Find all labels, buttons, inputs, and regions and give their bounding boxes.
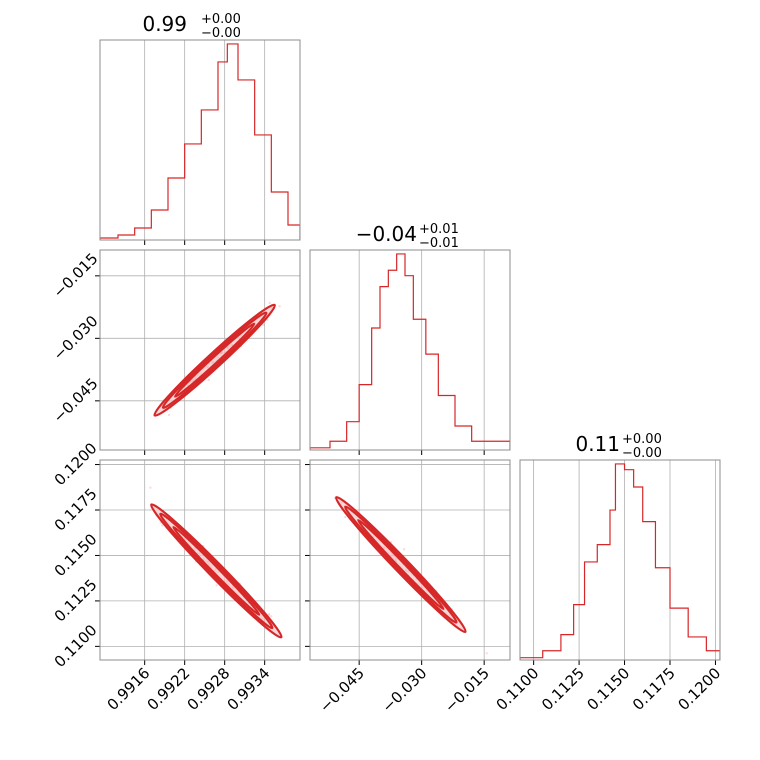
sample-point [207, 378, 210, 382]
panel-frame [309, 249, 511, 451]
density-contour [159, 512, 274, 630]
panel-frame [519, 459, 721, 661]
title-2-value: −0.04 [356, 222, 417, 246]
title-1-value: 0.99 [142, 12, 187, 36]
density-contour [357, 518, 445, 611]
panel-hist-param-3 [519, 459, 721, 665]
panel-hist-param-1 [99, 39, 301, 245]
sample-point [268, 612, 271, 616]
y2-tick-label: −0.030 [50, 312, 102, 364]
title-1-lower: −0.00 [201, 26, 241, 41]
sample-point [312, 270, 314, 272]
y3-tick-label: 0.1150 [51, 530, 101, 580]
title-param-3: 0.11 +0.00 −0.00 [575, 432, 661, 461]
panel-param-1-vs-param-3 [95, 445, 301, 665]
x1-tick-label: 0.9916 [104, 664, 154, 714]
sample-point [104, 445, 106, 447]
title-3-lower: −0.00 [622, 446, 662, 461]
panel-param-2-vs-param-3 [305, 459, 511, 665]
density-contour [161, 311, 268, 409]
density-contour [172, 525, 261, 616]
title-1-upper: +0.00 [201, 12, 241, 27]
x1-tick-label: 0.9928 [184, 664, 234, 714]
histogram-steps [310, 253, 510, 450]
density-contour [334, 495, 467, 634]
x1-tick-label: 0.9934 [224, 664, 274, 714]
sample-point [485, 652, 488, 655]
y3-tick-label: 0.1100 [51, 621, 101, 671]
sample-point [215, 584, 218, 587]
x3-tick-label: 0.1125 [538, 664, 588, 714]
y3-tick-label: 0.1125 [51, 576, 101, 626]
x2-tick-label: −0.045 [316, 664, 368, 716]
density-contour [173, 322, 256, 398]
y2-tick-label: −0.045 [50, 374, 102, 426]
y2-tick-label: −0.015 [50, 249, 102, 301]
x-axis-param-1-ticks: 0.9916 0.9922 0.9928 0.9934 [104, 664, 274, 714]
title-param-1: 0.99 +0.00 −0.00 [142, 12, 240, 41]
sample-point [278, 305, 281, 308]
panel-param-1-vs-param-2 [95, 249, 314, 455]
title-2-upper: +0.01 [419, 222, 459, 237]
x-axis-param-2-ticks: −0.045 −0.030 −0.015 [316, 664, 493, 716]
x3-tick-label: 0.1100 [493, 664, 543, 714]
sample-point [344, 515, 347, 519]
sample-point [149, 486, 152, 489]
sample-point [270, 615, 273, 618]
title-3-value: 0.11 [575, 432, 620, 456]
title-param-2: −0.04 +0.01 −0.01 [356, 222, 459, 251]
title-2-lower: −0.01 [419, 236, 459, 251]
y3-tick-label: 0.1175 [51, 485, 101, 535]
x3-tick-label: 0.1200 [674, 664, 724, 714]
y-axis-param-2-ticks: −0.015 −0.030 −0.045 [50, 249, 102, 426]
histogram-steps [520, 463, 720, 660]
sample-point [402, 548, 406, 551]
density-contour [150, 503, 283, 639]
sample-point [262, 323, 265, 327]
panel-frame [99, 39, 301, 241]
panel-hist-param-2 [309, 249, 511, 455]
density-contour [153, 303, 276, 417]
x2-tick-label: −0.015 [441, 664, 493, 716]
sample-point [161, 524, 164, 527]
sample-point [167, 413, 171, 417]
histogram-steps [100, 43, 300, 240]
title-3-upper: +0.00 [622, 432, 662, 447]
x3-tick-label: 0.1150 [584, 664, 634, 714]
x3-tick-label: 0.1175 [629, 664, 679, 714]
y-axis-param-3-ticks: 0.1200 0.1175 0.1150 0.1125 0.1100 [51, 439, 101, 671]
y3-tick-label: 0.1200 [51, 439, 101, 489]
panel-frame [309, 459, 511, 661]
panel-frame [99, 249, 301, 451]
x2-tick-label: −0.030 [379, 664, 431, 716]
x1-tick-label: 0.9922 [144, 664, 194, 714]
density-contour [344, 505, 458, 624]
sample-point [268, 301, 271, 305]
x-axis-param-3-ticks: 0.1100 0.1125 0.1150 0.1175 0.1200 [493, 664, 725, 714]
panel-frame [99, 459, 301, 661]
